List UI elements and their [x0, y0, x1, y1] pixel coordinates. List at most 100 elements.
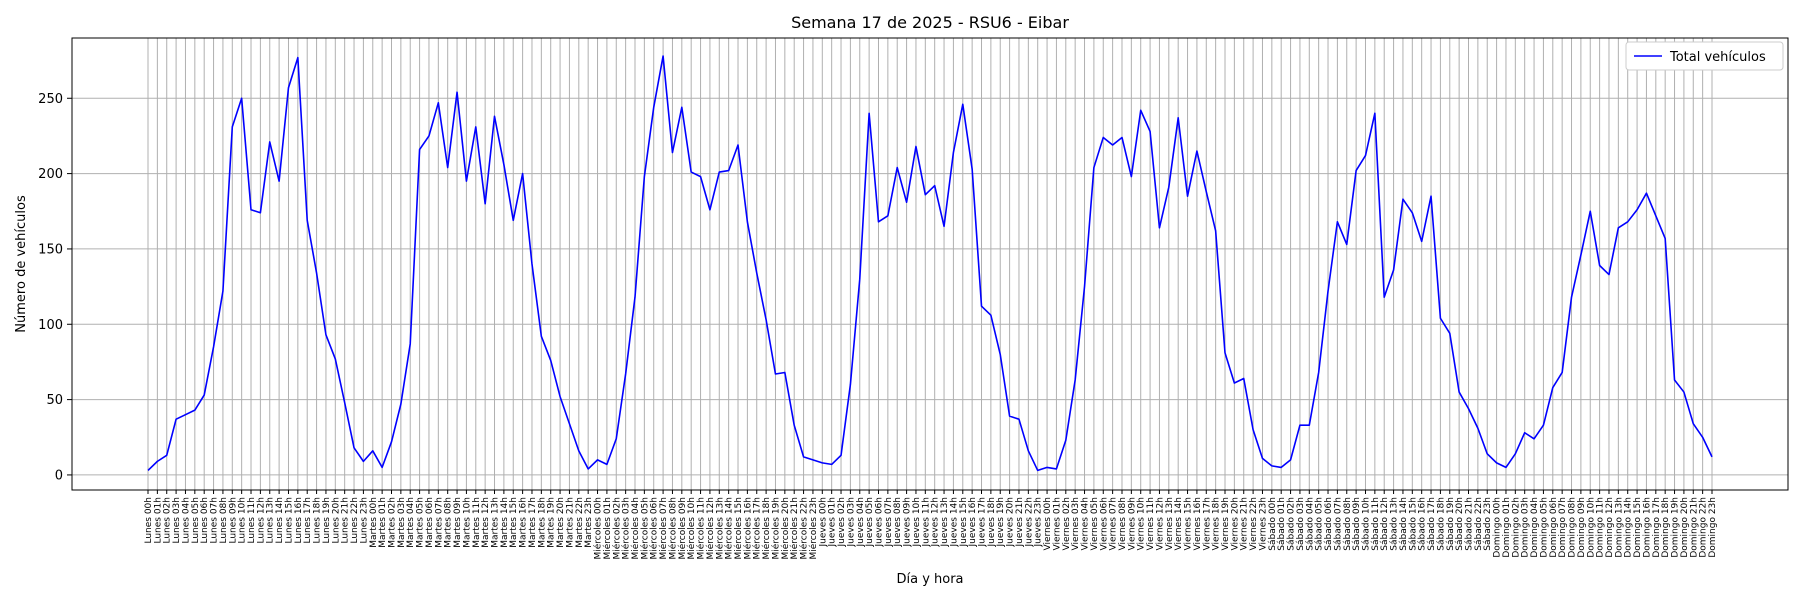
y-tick-label: 100	[38, 318, 63, 333]
x-tick-label: Viernes 22h	[1249, 497, 1259, 551]
y-tick-label: 200	[38, 167, 63, 182]
x-tick-label: Viernes 13h	[1165, 497, 1175, 551]
x-tick-label: Viernes 15h	[1184, 497, 1194, 551]
x-tick-label: Domingo 09h	[1577, 497, 1587, 558]
x-tick-label: Martes 01h	[378, 497, 388, 548]
chart-title: Semana 17 de 2025 - RSU6 - Eibar	[791, 13, 1069, 32]
x-tick-label: Domingo 06h	[1549, 497, 1559, 558]
x-tick-label: Lunes 10h	[238, 497, 248, 544]
x-tick-label: Jueves 09h	[903, 497, 913, 547]
x-tick-label: Lunes 12h	[256, 497, 266, 544]
x-tick-label: Domingo 12h	[1605, 497, 1615, 558]
x-tick-label: Martes 20h	[556, 497, 566, 548]
x-tick-label: Miércoles 22h	[799, 497, 810, 560]
x-tick-label: Sábado 16h	[1418, 497, 1428, 551]
x-tick-label: Domingo 17h	[1652, 497, 1662, 558]
x-tick-label: Martes 07h	[434, 497, 444, 548]
series-line-total-vehiculos	[147, 55, 1713, 472]
x-tick-label: Miércoles 23h	[808, 497, 819, 560]
x-tick-label: Jueves 23h	[1034, 497, 1044, 547]
x-tick-label: Martes 17h	[528, 497, 538, 548]
x-tick-label: Martes 19h	[547, 497, 557, 548]
x-tick-label: Sábado 14h	[1399, 497, 1409, 551]
x-tick-label: Viernes 17h	[1202, 497, 1212, 551]
x-tick-label: Jueves 20h	[1006, 497, 1016, 547]
x-tick-label: Jueves 04h	[856, 497, 866, 547]
x-axis-label: Día y hora	[896, 572, 963, 587]
x-tick-label: Lunes 07h	[210, 497, 220, 544]
x-tick-label: Sábado 00h	[1268, 497, 1278, 551]
x-tick-label: Lunes 15h	[284, 497, 294, 544]
x-tick-label: Lunes 05h	[191, 497, 201, 544]
x-tick-label: Martes 18h	[537, 497, 547, 548]
x-tick-label: Jueves 19h	[996, 497, 1006, 547]
x-tick-label: Domingo 20h	[1680, 497, 1690, 558]
x-tick-label: Miércoles 13h	[714, 497, 725, 560]
x-tick-label: Miércoles 11h	[696, 497, 707, 560]
x-tick-label: Martes 22h	[575, 497, 585, 548]
x-tick-label: Domingo 23h	[1708, 497, 1718, 558]
x-tick-label: Viernes 06h	[1099, 497, 1109, 551]
x-tick-label: Domingo 18h	[1661, 497, 1671, 558]
x-tick-label: Miércoles 00h	[593, 497, 604, 560]
x-tick-label: Martes 16h	[519, 497, 529, 548]
x-tick-label: Domingo 16h	[1642, 497, 1652, 558]
x-tick-label: Jueves 18h	[987, 497, 997, 547]
x-tick-label: Miércoles 18h	[761, 497, 772, 560]
y-tick-label: 250	[38, 92, 63, 107]
x-tick-label: Viernes 11h	[1146, 497, 1156, 551]
legend-label: Total vehículos	[1669, 50, 1766, 65]
x-tick-label: Lunes 03h	[172, 497, 182, 544]
x-tick-label: Jueves 05h	[865, 497, 875, 547]
x-tick-label: Sábado 04h	[1305, 497, 1315, 551]
x-tick-label: Lunes 13h	[266, 497, 276, 544]
x-tick-label: Jueves 22h	[1024, 497, 1034, 547]
x-tick-label: Miércoles 16h	[742, 497, 753, 560]
x-tick-label: Sábado 12h	[1380, 497, 1390, 551]
y-tick-label: 0	[55, 468, 63, 483]
x-tick-label: Sábado 08h	[1343, 497, 1353, 551]
x-tick-label: Lunes 02h	[163, 497, 173, 544]
x-tick-label: Martes 12h	[481, 497, 491, 548]
x-tick-label: Miércoles 12h	[705, 497, 716, 560]
x-tick-label: Sábado 23h	[1483, 497, 1493, 551]
x-tick-label: Lunes 00h	[144, 497, 154, 544]
x-tick-label: Martes 08h	[444, 497, 454, 548]
x-tick-label: Jueves 00h	[818, 497, 828, 547]
x-tick-label: Miércoles 10h	[686, 497, 697, 560]
plot-frame	[71, 37, 1789, 491]
x-tick-label: Domingo 01h	[1502, 497, 1512, 558]
x-tick-label: Sábado 07h	[1333, 497, 1343, 551]
y-tick-label: 50	[46, 393, 63, 408]
x-tick-label: Domingo 13h	[1614, 497, 1624, 558]
x-tick-label: Domingo 22h	[1699, 497, 1709, 558]
x-tick-label: Sábado 05h	[1315, 497, 1325, 551]
x-tick-label: Sábado 01h	[1277, 497, 1287, 551]
x-tick-label: Viernes 10h	[1137, 497, 1147, 551]
x-tick-label: Martes 10h	[462, 497, 472, 548]
x-tick-label: Jueves 10h	[912, 497, 922, 547]
x-tick-label: Lunes 09h	[228, 497, 238, 544]
x-tick-label: Viernes 16h	[1193, 497, 1203, 551]
x-tick-label: Lunes 22h	[350, 497, 360, 544]
x-tick-label: Miércoles 02h	[611, 497, 622, 560]
y-axis-ticks: 0 50 100 150 200 250	[38, 92, 72, 483]
x-tick-label: Viernes 01h	[1052, 497, 1062, 551]
x-tick-label: Miércoles 07h	[658, 497, 669, 560]
x-tick-label: Sábado 06h	[1324, 497, 1334, 551]
x-tick-label: Jueves 14h	[949, 497, 959, 547]
x-tick-label: Lunes 21h	[341, 497, 351, 544]
x-tick-label: Jueves 12h	[931, 497, 941, 547]
x-tick-label: Domingo 10h	[1586, 497, 1596, 558]
x-tick-label: Martes 15h	[509, 497, 519, 548]
x-tick-label: Miércoles 15h	[733, 497, 744, 560]
x-tick-label: Martes 04h	[406, 497, 416, 548]
x-tick-label: Miércoles 05h	[639, 497, 650, 560]
x-tick-label: Lunes 20h	[331, 497, 341, 544]
x-tick-label: Jueves 16h	[968, 497, 978, 547]
x-tick-label: Sábado 02h	[1287, 497, 1297, 551]
x-tick-label: Domingo 19h	[1671, 497, 1681, 558]
x-tick-label: Jueves 03h	[846, 497, 856, 547]
x-tick-label: Viernes 12h	[1155, 497, 1165, 551]
